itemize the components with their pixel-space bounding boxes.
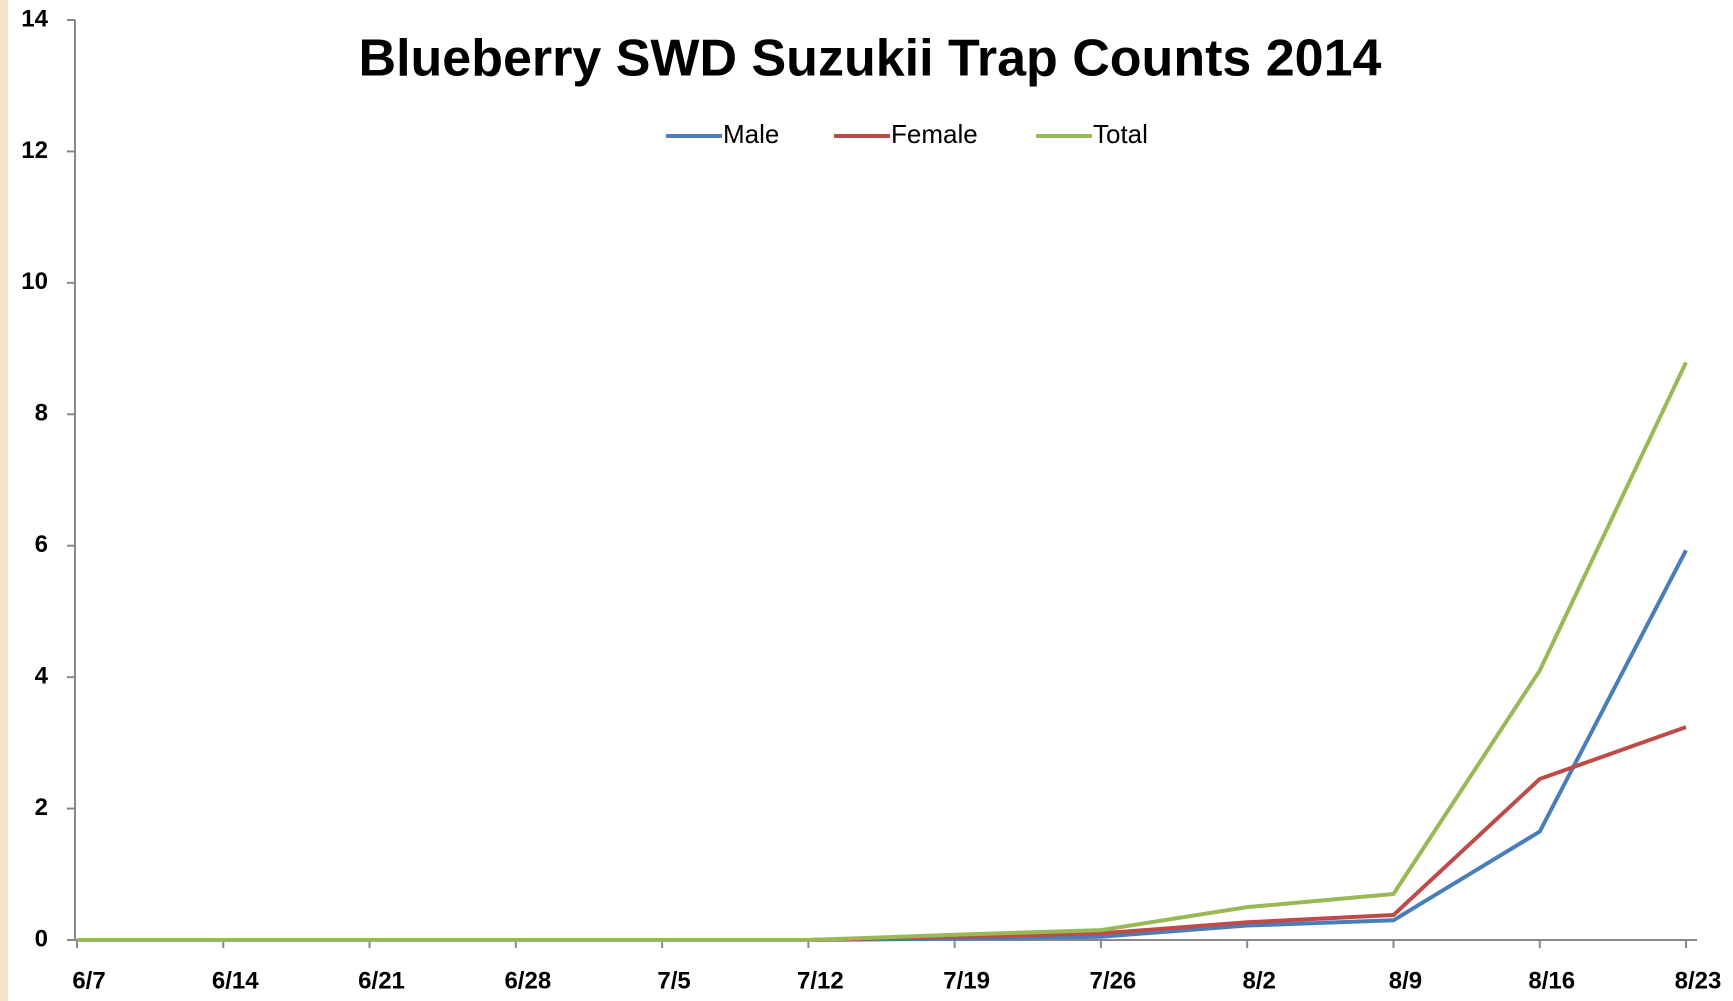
x-tick-label: 8/9 [1389, 967, 1422, 994]
y-tick-label: 4 [35, 662, 49, 689]
chart-title: Blueberry SWD Suzukii Trap Counts 2014 [359, 30, 1382, 88]
legend-label: Total [1093, 119, 1148, 149]
y-tick-label: 8 [35, 400, 48, 427]
x-tick-label: 6/7 [72, 967, 105, 994]
y-tick-label: 12 [21, 137, 48, 164]
legend-label: Male [723, 119, 779, 149]
y-tick-label: 6 [35, 531, 48, 558]
x-tick-label: 7/19 [943, 967, 990, 994]
x-tick-label: 7/12 [797, 967, 844, 994]
data-line [77, 725, 1687, 942]
x-tick-label: 7/26 [1090, 967, 1137, 994]
y-tick-label: 0 [35, 925, 48, 952]
y-tick-label: 14 [21, 5, 48, 32]
x-tick-label: 8/2 [1242, 967, 1275, 994]
x-tick-label: 6/28 [504, 967, 551, 994]
x-tick-label: 8/16 [1528, 967, 1575, 994]
x-tick-label: 7/5 [657, 967, 690, 994]
x-tick-label: 8/23 [1675, 967, 1722, 994]
frame-edge [0, 0, 8, 1001]
x-tick-label: 6/21 [358, 967, 405, 994]
data-line [77, 361, 1688, 942]
y-tick-label: 10 [21, 268, 48, 295]
y-tick-label: 2 [35, 794, 48, 821]
legend-label: Female [891, 119, 978, 149]
data-line [77, 549, 1688, 942]
x-tick-label: 6/14 [212, 967, 259, 994]
